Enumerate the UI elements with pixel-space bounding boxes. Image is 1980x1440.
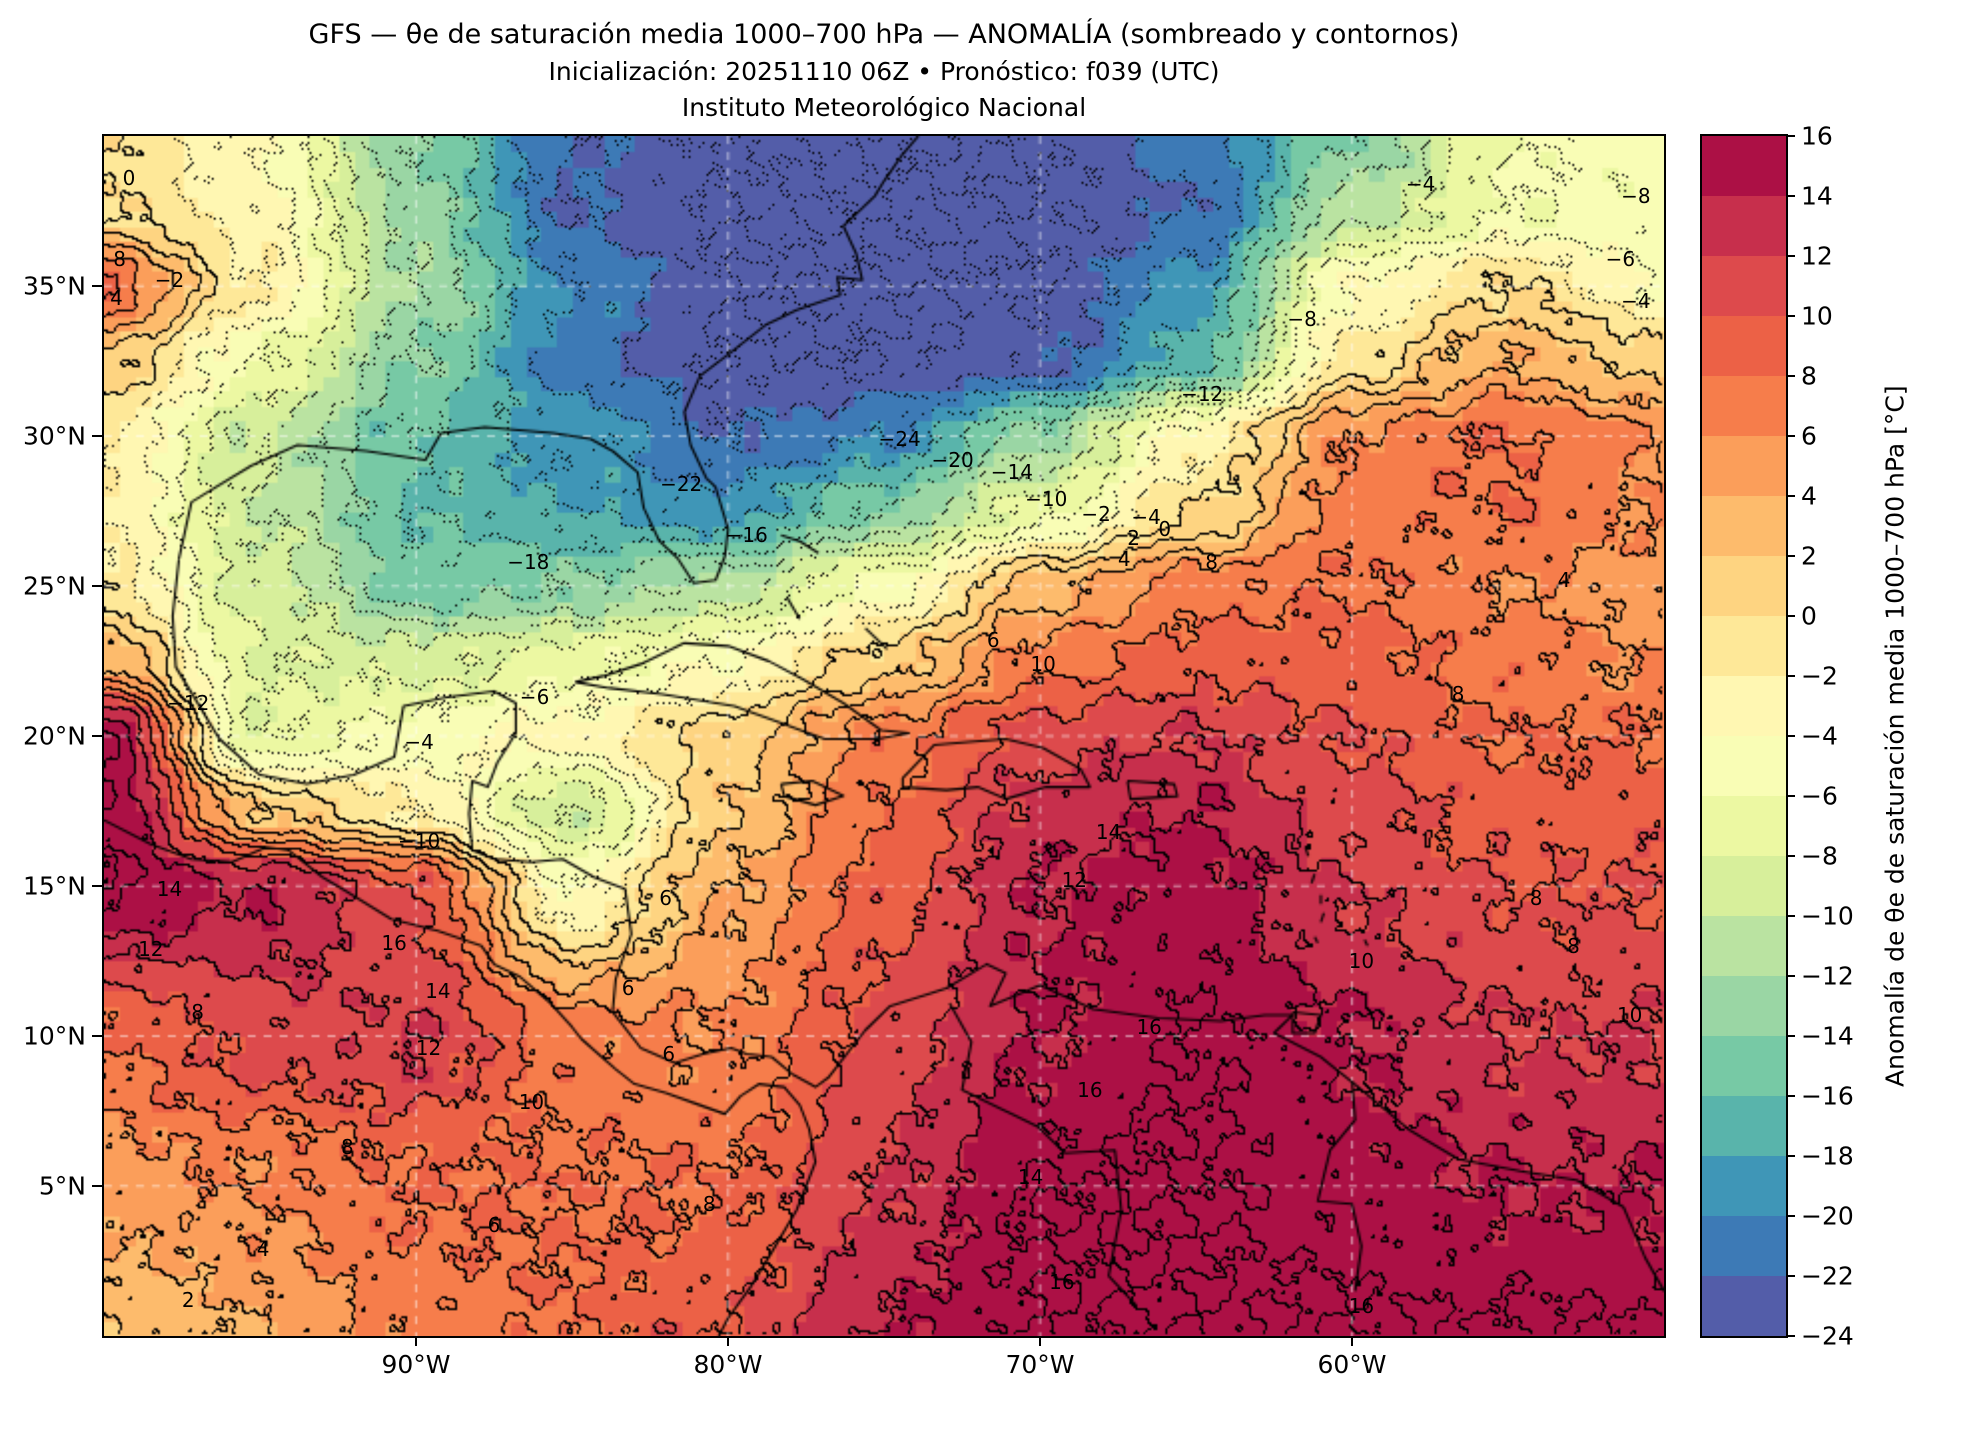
colorbar-tick-label: −12 [1801,961,1854,991]
colorbar: 16 14 12 10 8 6 4 2 0 −2 −4 −6 −8 −10 −12 −14 −16 −18 −20 −… [1700,122,1854,1351]
colorbar-tick-mark [1786,1335,1795,1337]
colorbar-tick-label: 2 [1801,541,1817,571]
colorbar-tick-label: −8 [1801,841,1838,871]
colorbar-tick-mark [1786,1095,1795,1097]
colorbar-cell [1702,376,1786,436]
colorbar-tick-mark [1786,1275,1795,1277]
colorbar-cell [1702,316,1786,376]
y-tick-mark [92,1035,102,1037]
colorbar-tick-label: −24 [1801,1321,1854,1351]
colorbar-cell [1702,1276,1786,1336]
colorbar-cell [1702,796,1786,856]
colorbar-cell [1702,1156,1786,1216]
colorbar-cell [1702,616,1786,676]
colorbar-cell [1702,1096,1786,1156]
y-tick-mark [92,735,102,737]
y-tick-mark [92,1185,102,1187]
colorbar-tick-label: 8 [1801,361,1817,391]
colorbar-cell [1702,676,1786,736]
colorbar-tick-label: 6 [1801,421,1817,451]
chart-institution: Instituto Meteorológico Nacional [681,93,1087,122]
colorbar-tick-mark [1786,975,1795,977]
colorbar-tick-label: 12 [1801,241,1833,271]
y-tick-label: 15°N [22,871,86,901]
colorbar-tick-label: −20 [1801,1201,1854,1231]
x-tick-mark [415,1336,417,1346]
colorbar-tick-label: −6 [1801,781,1838,811]
colorbar-tick-label: −22 [1801,1261,1854,1291]
colorbar-cell [1702,196,1786,256]
y-tick-label: 30°N [22,421,86,451]
colorbar-tick-mark [1786,675,1795,677]
colorbar-cell [1702,556,1786,616]
y-tick-label: 20°N [22,721,86,751]
x-tick-label: 60°W [1317,1350,1387,1379]
colorbar-tick-mark [1786,135,1795,137]
colorbar-cell [1702,916,1786,976]
x-tick-mark [727,1336,729,1346]
colorbar-tick-mark [1786,555,1795,557]
map-plot-area: 0 8 4 −2 −4 −8 −6 −4 −24 −20 −22 −14 −10 −12 −8 −16 −18−… [23,134,1666,1379]
colorbar-label: Anomalía de θe de saturación media 1000–… [1880,385,1910,1087]
y-tick-mark [92,435,102,437]
colorbar-tick-label: −2 [1801,661,1838,691]
colorbar-tick-mark [1786,255,1795,257]
y-tick-mark [92,885,102,887]
chart-title: GFS — θe de saturación media 1000–700 hP… [308,19,1460,50]
colorbar-tick-label: −10 [1801,901,1854,931]
y-tick-label: 10°N [22,1021,86,1051]
colorbar-tick-label: 0 [1801,601,1817,631]
colorbar-cell [1702,496,1786,556]
colorbar-cell [1702,436,1786,496]
y-tick-label: 25°N [22,571,86,601]
colorbar-cell [1702,256,1786,316]
colorbar-tick-label: −14 [1801,1021,1854,1051]
colorbar-tick-mark [1786,1035,1795,1037]
colorbar-tick-mark [1786,915,1795,917]
y-tick-mark [92,585,102,587]
colorbar-cell [1702,1036,1786,1096]
colorbar-cell [1702,856,1786,916]
colorbar-tick-mark [1786,795,1795,797]
y-tick-label: 5°N [38,1171,86,1201]
colorbar-tick-label: −4 [1801,721,1838,751]
colorbar-cells [1702,136,1786,1336]
colorbar-tick-mark [1786,1155,1795,1157]
x-tick-mark [1039,1336,1041,1346]
colorbar-tick-mark [1786,375,1795,377]
colorbar-cell [1702,976,1786,1036]
colorbar-tick-mark [1786,1215,1795,1217]
colorbar-tick-mark [1786,435,1795,437]
colorbar-tick-label: 4 [1801,481,1817,511]
colorbar-tick-mark [1786,315,1795,317]
colorbar-tick-mark [1786,735,1795,737]
colorbar-tick-mark [1786,615,1795,617]
chart-subtitle: Inicialización: 20251110 06Z • Pronóstic… [548,57,1220,86]
y-tick-mark [92,285,102,287]
colorbar-tick-mark [1786,495,1795,497]
colorbar-tick-label: 10 [1801,301,1833,331]
x-tick-mark [1351,1336,1353,1346]
x-tick-label: 70°W [1005,1350,1075,1379]
colorbar-cell [1702,136,1786,196]
colorbar-tick-label: 14 [1801,181,1833,211]
colorbar-tick-mark [1786,855,1795,857]
colorbar-tick-label: −16 [1801,1081,1854,1111]
title-block: GFS — θe de saturación media 1000–700 hP… [102,16,1666,126]
colorbar-tick-mark [1786,195,1795,197]
colorbar-cell [1702,736,1786,796]
colorbar-tick-label: −18 [1801,1141,1854,1171]
colorbar-cell [1702,1216,1786,1276]
x-tick-label: 90°W [381,1350,451,1379]
colorbar-tick-label: 16 [1801,121,1833,151]
anomaly-map-canvas [104,136,1664,1336]
y-tick-label: 35°N [22,271,86,301]
x-tick-label: 80°W [693,1350,763,1379]
